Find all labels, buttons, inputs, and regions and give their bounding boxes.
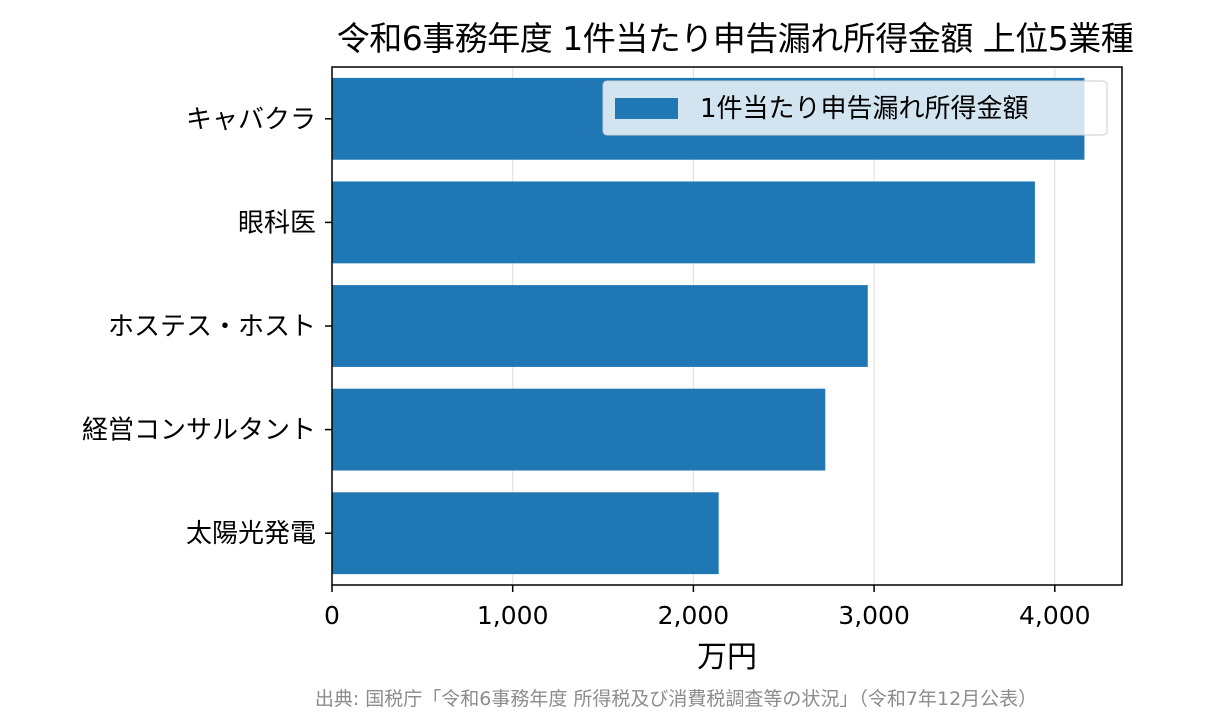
x-axis-label: 万円 — [697, 640, 757, 675]
legend: 1件当たり申告漏れ所得金額 — [602, 80, 1108, 136]
y-tick-label: 経営コンサルタント — [82, 416, 316, 446]
y-tick-label: キャバクラ — [186, 105, 316, 135]
y-tick-label: ホステス・ホスト — [108, 312, 316, 342]
bar — [332, 181, 1035, 264]
chart-title: 令和6事務年度 1件当たり申告漏れ所得金額 上位5業種 — [336, 19, 1134, 58]
bar — [332, 388, 826, 471]
bars — [332, 77, 1085, 575]
bar — [332, 285, 868, 367]
x-tick-label: 3,000 — [838, 601, 910, 630]
legend-label: 1件当たり申告漏れ所得金額 — [700, 94, 1029, 124]
x-tick-label: 0 — [324, 601, 340, 630]
source-note: 出典: 国税庁「令和6事務年度 所得税及び消費税調査等の状況」（令和7年12月公… — [314, 688, 1038, 710]
x-tick-label: 1,000 — [477, 601, 549, 630]
legend-swatch — [615, 98, 678, 119]
x-tick-label: 2,000 — [658, 601, 730, 630]
y-tick-label: 太陽光発電 — [186, 519, 316, 549]
legend-box — [602, 80, 1108, 136]
x-tick-label: 4,000 — [1019, 601, 1091, 630]
x-axis-ticks: 0 1,000 2,000 3,000 4,000 — [324, 585, 1091, 630]
y-tick-label: 眼科医 — [238, 208, 316, 238]
bar — [332, 492, 719, 575]
bar-chart: 0 1,000 2,000 3,000 4,000 キャバクラ眼科医ホステス・ホスト経営… — [82, 66, 1123, 675]
